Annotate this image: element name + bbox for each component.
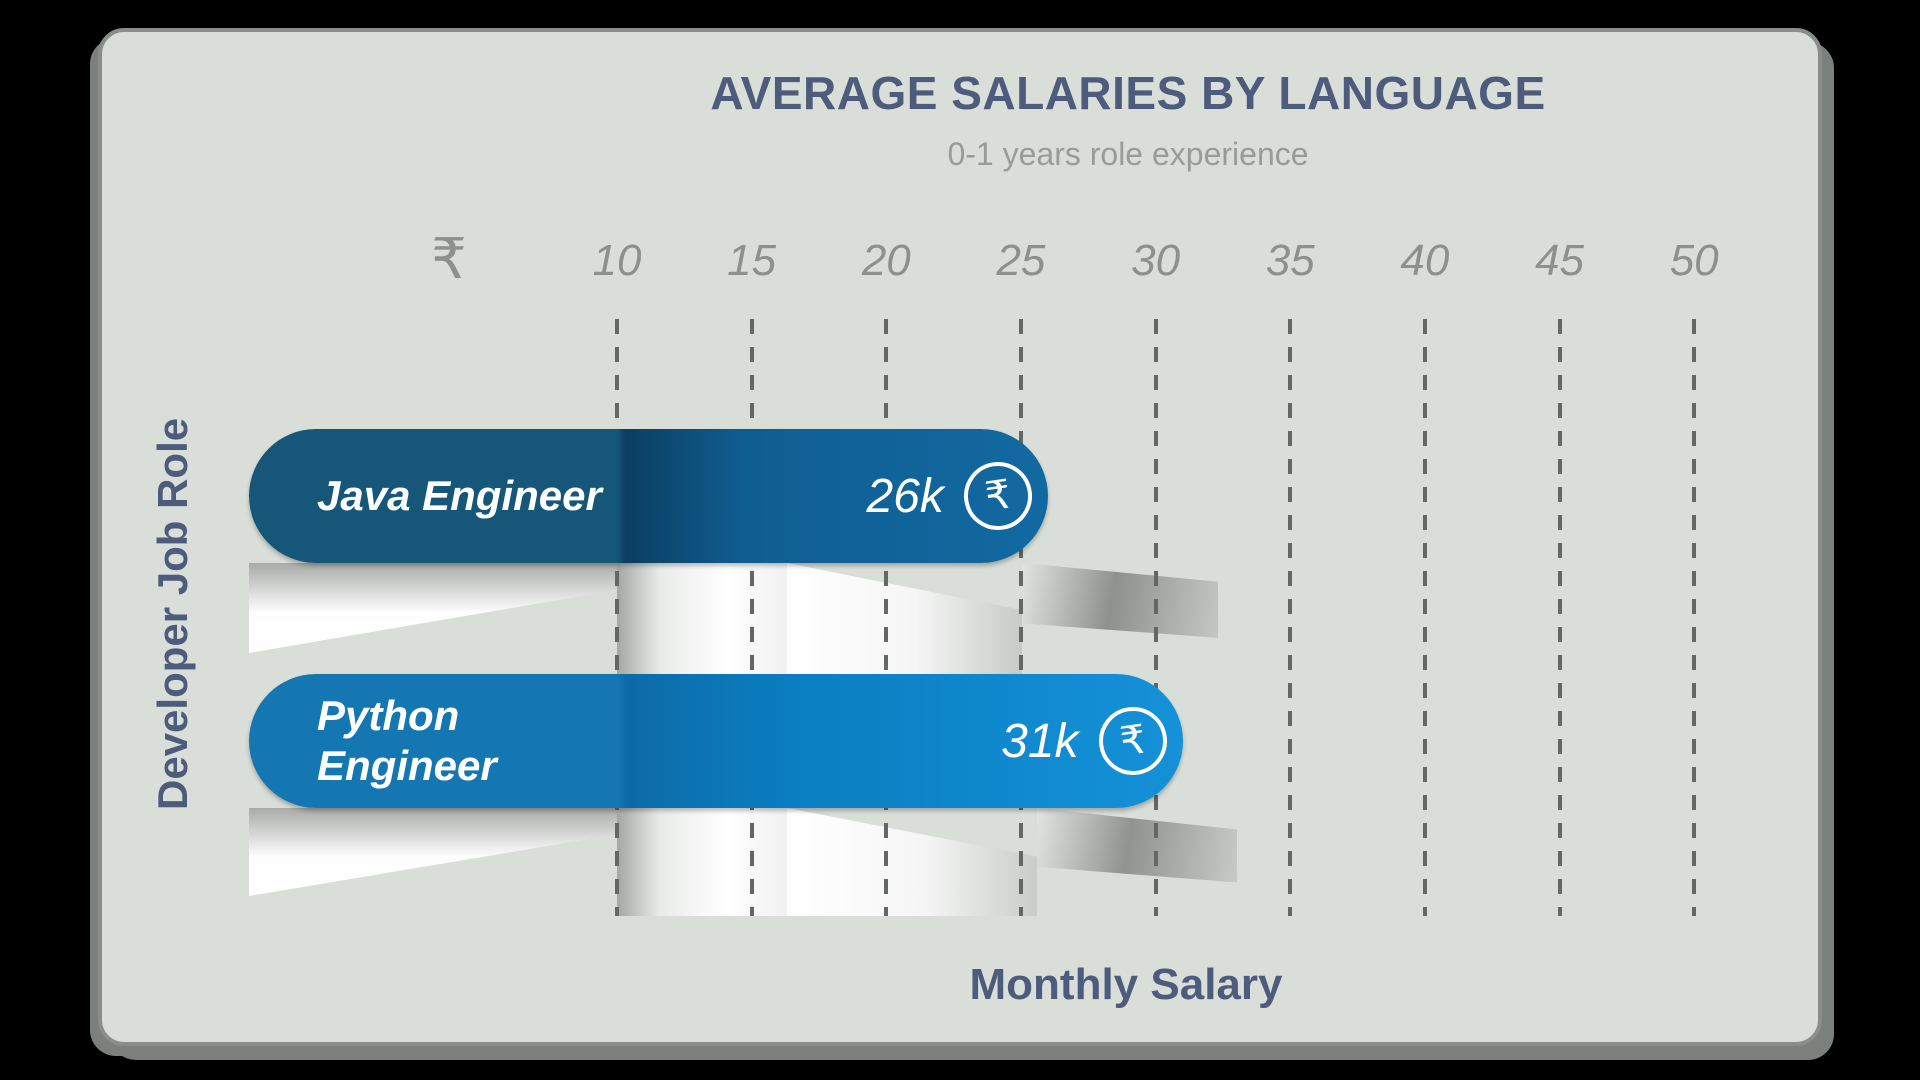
gridline: [615, 319, 619, 916]
x-axis-tick: 45: [1535, 236, 1585, 285]
chart-panel: AVERAGE SALARIES BY LANGUAGE 0-1 years r…: [98, 28, 1822, 1046]
bar-java-engineer[interactable]: Java Engineer 26k ₹: [249, 429, 1048, 563]
x-axis-tick: 30: [1131, 236, 1181, 285]
gridline: [749, 319, 754, 916]
gridline: [884, 319, 889, 916]
x-axis-tick: 40: [1400, 236, 1450, 285]
gridline: [1018, 319, 1023, 916]
gridlines-layer: [102, 32, 1818, 1042]
x-axis-tick: 20: [861, 236, 911, 285]
x-axis-tick: 35: [1265, 236, 1315, 285]
bar-value-group: 31k ₹: [1001, 674, 1171, 808]
chart-subtitle: 0-1 years role experience: [947, 136, 1309, 172]
bar-label: Python Engineer: [317, 692, 497, 789]
gridline: [1692, 319, 1697, 916]
bar-label: Java Engineer: [317, 472, 602, 520]
rupee-circle-icon: ₹: [959, 457, 1037, 535]
x-axis-tick: 10: [592, 236, 642, 285]
bar-value-group: 26k ₹: [866, 429, 1037, 563]
x-axis-tick: 25: [996, 236, 1046, 285]
bars-layer: Java Engineer 26k ₹ Python Engineer 31k ₹: [102, 32, 1818, 1042]
gridline: [1288, 319, 1293, 916]
gridline: [1153, 319, 1158, 916]
x-axis-currency-symbol-rupee-icon: ₹: [431, 227, 467, 290]
bar-value-label: 31k: [1001, 714, 1079, 768]
x-axis-tick: 15: [727, 236, 777, 285]
rupee-circle-icon: ₹: [1094, 702, 1171, 780]
x-axis-title: Monthly Salary: [969, 960, 1283, 1009]
gridline: [1557, 319, 1562, 916]
x-axis: ₹10 15 20 25 30 35 40 45 50: [102, 227, 1818, 308]
gridline: [1422, 319, 1427, 916]
bar-value-label: 26k: [866, 469, 944, 523]
x-axis-tick: 50: [1669, 236, 1719, 285]
y-axis-title: Developer Job Role: [149, 417, 196, 811]
chart-title: AVERAGE SALARIES BY LANGUAGE: [710, 67, 1546, 119]
bar-python-engineer[interactable]: Python Engineer 31k ₹: [249, 674, 1183, 808]
